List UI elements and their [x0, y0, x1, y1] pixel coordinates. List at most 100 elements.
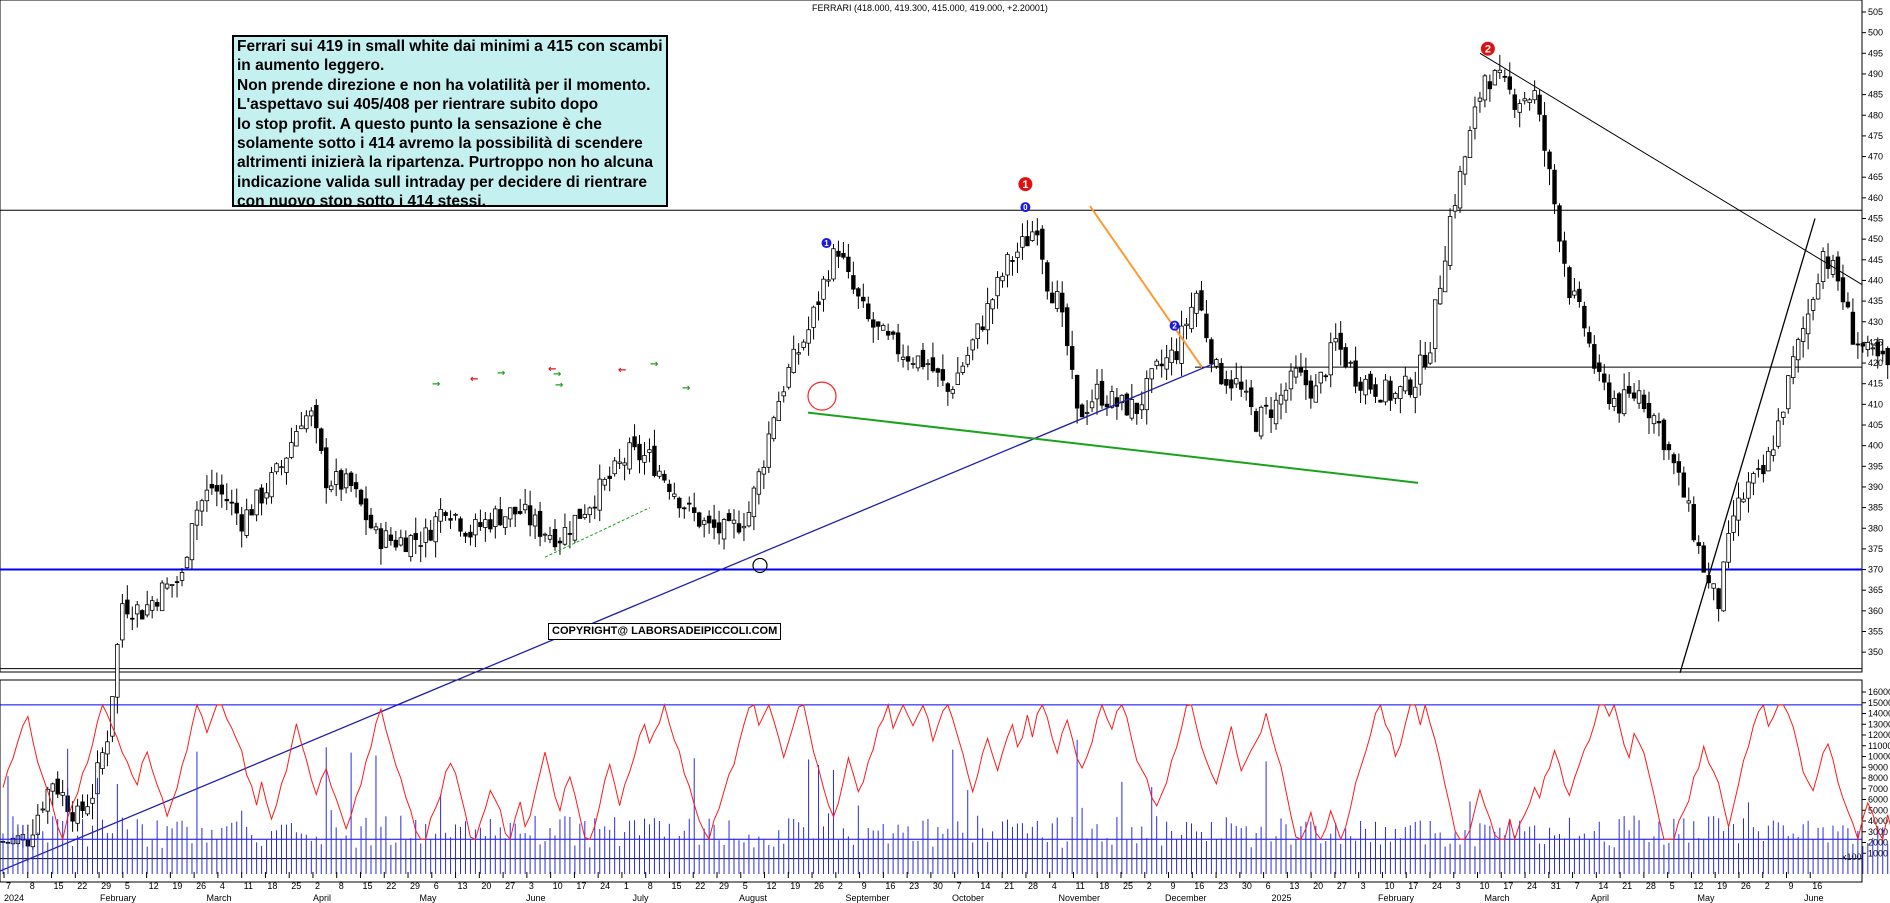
candle-body	[1144, 378, 1149, 411]
x-axis-day-label: 21	[1622, 881, 1632, 891]
x-axis-day-label: 27	[1337, 881, 1347, 891]
candle-body	[1393, 393, 1398, 399]
price-axis-label: 350	[1868, 647, 1883, 657]
signal-arrow: →	[497, 368, 505, 379]
candle-body	[418, 545, 423, 547]
candle-body	[1174, 351, 1179, 361]
candle-body	[1169, 349, 1174, 364]
candle-body	[189, 523, 195, 561]
candle-body	[184, 556, 190, 569]
x-axis-day-label: 24	[1432, 881, 1442, 891]
candle-body	[498, 509, 503, 526]
candle-body	[1656, 421, 1662, 424]
volume-axis-label: 6000	[1868, 795, 1888, 805]
candle-body	[1452, 205, 1458, 212]
candle-body	[801, 341, 806, 348]
x-axis-month-label: May	[1698, 893, 1716, 903]
x-axis-day-label: 22	[695, 881, 705, 891]
price-axis-label: 365	[1868, 585, 1883, 595]
candle-body	[1751, 473, 1756, 484]
candle-body	[1398, 386, 1403, 400]
candle-body	[1721, 561, 1726, 612]
candle-body	[1572, 290, 1577, 296]
candle-body	[711, 519, 717, 528]
candle-body	[1308, 380, 1314, 399]
candle-body	[672, 493, 677, 497]
x-axis-month-label: December	[1165, 893, 1207, 903]
candle-body	[567, 533, 573, 535]
x-axis-day-label: 10	[1384, 881, 1394, 891]
candle-body	[1716, 588, 1721, 610]
candle-body	[607, 475, 612, 479]
candle-body	[438, 508, 443, 522]
candle-body	[1199, 290, 1204, 311]
candle-body	[1015, 251, 1020, 258]
candle-body	[866, 303, 871, 320]
candle-body	[1089, 401, 1095, 409]
candle-body	[1522, 98, 1527, 102]
candle-body	[736, 523, 742, 533]
x-axis-day-label: 6	[1266, 881, 1271, 891]
candle-body	[522, 503, 528, 511]
candle-body	[861, 296, 866, 302]
candle-body	[587, 507, 592, 516]
candle-body	[204, 489, 210, 502]
candle-body	[353, 482, 359, 490]
signal-arrow: →	[555, 380, 563, 391]
x-axis-day-label: 30	[1242, 881, 1252, 891]
candle-body	[1358, 381, 1363, 391]
x-axis-day-label: 5	[743, 881, 748, 891]
candle-body	[219, 484, 225, 495]
candle-body	[1432, 299, 1438, 349]
candle-body	[70, 812, 75, 822]
candle-body	[1293, 367, 1299, 378]
candle-body	[1786, 375, 1791, 410]
candle-body	[1776, 420, 1781, 447]
candle-body	[975, 323, 980, 340]
candle-body	[1253, 411, 1259, 432]
candle-body	[468, 531, 473, 538]
candle-body	[1234, 378, 1239, 385]
candle-body	[1676, 461, 1682, 473]
candle-body	[642, 455, 647, 463]
candle-body	[1109, 391, 1115, 408]
x-axis-day-label: 9	[862, 881, 867, 891]
candle-body	[527, 505, 533, 526]
x-axis-day-label: 2	[1765, 881, 1770, 891]
candle-body	[388, 534, 394, 541]
candle-body	[423, 527, 428, 543]
candle-body	[324, 447, 329, 489]
volume-axis-label: 13000	[1868, 719, 1890, 729]
green-trendline	[807, 411, 1419, 484]
x-axis-day-label: 7	[1575, 881, 1580, 891]
candle-body	[791, 348, 796, 373]
candle-body	[776, 400, 781, 421]
candle-body	[841, 252, 846, 258]
price-axis-label: 505	[1868, 7, 1883, 17]
candle-body	[582, 513, 588, 519]
volume-axis-label: 14000	[1868, 709, 1890, 719]
candle-body	[383, 530, 389, 548]
candle-body	[751, 487, 757, 518]
price-axis-label: 445	[1868, 255, 1883, 265]
x-axis-day-label: 9	[1788, 881, 1793, 891]
candle-body	[856, 288, 861, 297]
candle-body	[85, 806, 90, 815]
candle-body	[55, 778, 60, 795]
candle-body	[662, 473, 667, 481]
x-axis-day-label: 16	[1812, 881, 1822, 891]
candle-body	[75, 805, 80, 824]
x-axis-day-label: 15	[671, 881, 681, 891]
x-axis-day-label: 20	[481, 881, 491, 891]
candle-body	[214, 485, 220, 492]
candle-body	[597, 478, 602, 511]
x-axis-day-label: 4	[220, 881, 225, 891]
candle-body	[453, 513, 458, 516]
candle-body	[1403, 375, 1408, 392]
candle-body	[368, 514, 374, 529]
candle-body	[1567, 267, 1572, 299]
candle-body	[135, 604, 140, 615]
candle-body	[1323, 375, 1328, 378]
candle-body	[980, 326, 985, 331]
candle-body	[592, 506, 597, 509]
